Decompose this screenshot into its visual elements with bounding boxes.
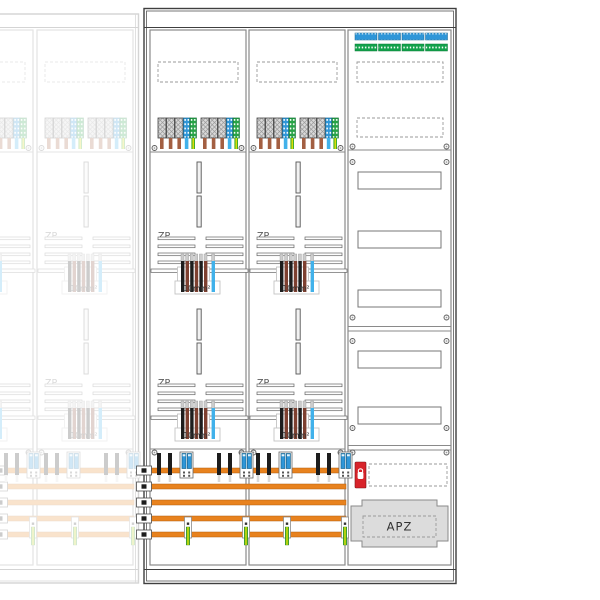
main-cabinet: APZ [136, 7, 457, 585]
service-device-slot [356, 61, 444, 83]
busbar [149, 483, 347, 490]
service-device-slot [356, 117, 444, 138]
neutral-terminal-strip [354, 32, 448, 41]
apz-label: APZ [387, 520, 413, 534]
din-rail-slot [357, 406, 442, 425]
main-switch-device-red [354, 461, 367, 489]
busbar [149, 499, 347, 506]
service-column: APZ [347, 29, 452, 566]
apz-slot [362, 515, 437, 538]
din-rail-slot [357, 230, 442, 249]
pe-terminal-strip [354, 43, 448, 52]
din-rail-slot [357, 289, 442, 308]
apz-mounting-plate [350, 499, 449, 548]
din-rail-slot [357, 350, 442, 369]
adjacent-cabinet-faded [0, 13, 140, 584]
lock-icon-body [357, 472, 364, 479]
din-rail-slot [357, 171, 442, 190]
